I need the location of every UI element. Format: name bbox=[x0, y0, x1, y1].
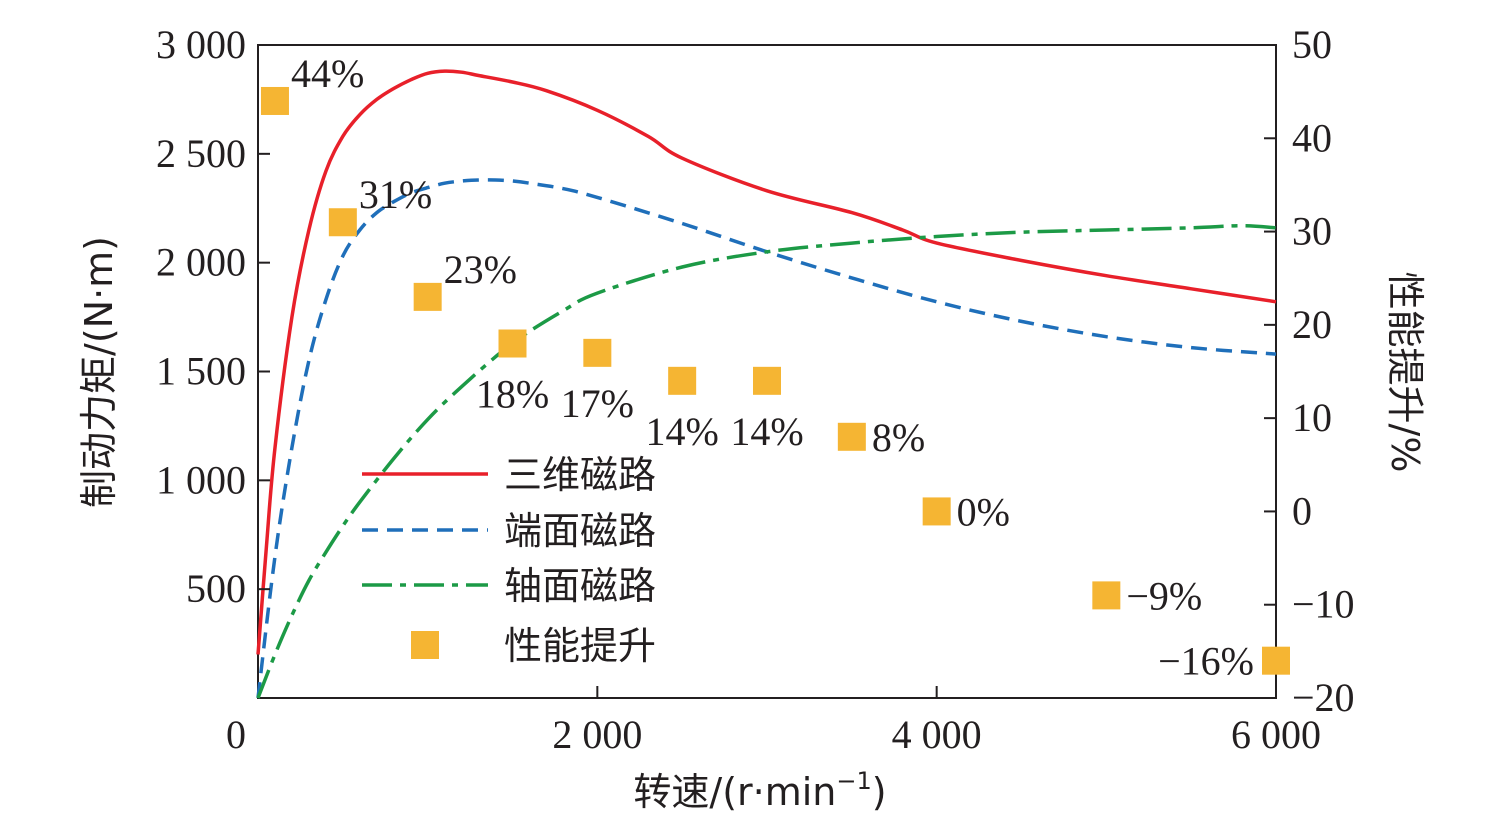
improvement-marker bbox=[498, 329, 527, 358]
improvement-label: 14% bbox=[730, 409, 803, 454]
y-tick-label: 2 500 bbox=[156, 131, 246, 176]
improvement-label: −9% bbox=[1126, 573, 1202, 618]
improvement-label: 31% bbox=[359, 172, 432, 217]
x-axis-title-sup: −1 bbox=[836, 767, 871, 795]
y-tick-label: 1 000 bbox=[156, 457, 246, 502]
x-axis-title: 转速/(r·min−1) bbox=[633, 767, 886, 814]
improvement-markers: 44% 31% 23% 18% 17% 14% 14% 8% 0% −9% −16% bbox=[260, 51, 1290, 684]
x-axis-title-tail: ) bbox=[872, 770, 887, 814]
y2-tick-label: −20 bbox=[1292, 675, 1355, 720]
improvement-label: 18% bbox=[476, 372, 549, 417]
improvement-marker bbox=[1262, 646, 1290, 675]
improvement-label: 23% bbox=[444, 247, 517, 292]
legend-label-3: 轴面磁路 bbox=[504, 564, 656, 608]
y-tick-label: 1 500 bbox=[156, 349, 246, 394]
y2-tick-label: 20 bbox=[1292, 302, 1332, 347]
y2-tick-label: 40 bbox=[1292, 115, 1332, 160]
improvement-marker bbox=[922, 497, 951, 526]
x-axis-title-main: 转速/(r·min bbox=[633, 770, 836, 814]
improvement-label: 17% bbox=[561, 381, 634, 426]
x-tick-label: 0 bbox=[226, 712, 246, 757]
y-axis-title: 制动力矩/(N·m) bbox=[77, 236, 121, 508]
y-tick-label: 2 000 bbox=[156, 240, 246, 285]
y2-tick-label: 30 bbox=[1292, 209, 1332, 254]
x-tick-label: 6 000 bbox=[1231, 712, 1321, 757]
improvement-label: 14% bbox=[646, 409, 719, 454]
x-tick-label: 2 000 bbox=[552, 712, 642, 757]
improvement-marker bbox=[413, 282, 442, 311]
y-tick-label: 500 bbox=[186, 566, 246, 611]
y2-tick-label: 10 bbox=[1292, 395, 1332, 440]
series-line-1 bbox=[256, 69, 1277, 655]
improvement-marker bbox=[668, 366, 697, 395]
improvement-marker bbox=[583, 338, 612, 367]
series-line-3 bbox=[256, 223, 1277, 699]
legend-label-4: 性能提升 bbox=[504, 624, 656, 668]
legend-swatch-4 bbox=[411, 631, 439, 659]
series-layer bbox=[256, 69, 1277, 699]
legend-label-1: 三维磁路 bbox=[504, 453, 656, 497]
y2-tick-label: 50 bbox=[1292, 22, 1332, 67]
legend-label-2: 端面磁路 bbox=[504, 509, 656, 553]
improvement-marker bbox=[837, 422, 866, 451]
y2-axis-title: 性能提升/% bbox=[1383, 272, 1427, 473]
improvement-marker bbox=[328, 208, 357, 237]
improvement-marker bbox=[260, 86, 289, 115]
improvement-marker bbox=[753, 366, 781, 395]
improvement-label: −16% bbox=[1158, 639, 1254, 684]
series-line-2 bbox=[256, 178, 1277, 699]
improvement-label: 0% bbox=[957, 489, 1010, 534]
improvement-label: 8% bbox=[872, 415, 925, 460]
y2-tick-label: 0 bbox=[1292, 488, 1312, 533]
x-tick-label: 4 000 bbox=[892, 712, 982, 757]
y-tick-label: 3 000 bbox=[156, 22, 246, 67]
y2-tick-label: −10 bbox=[1292, 582, 1355, 627]
improvement-marker bbox=[1092, 581, 1121, 610]
improvement-label: 44% bbox=[291, 51, 364, 96]
